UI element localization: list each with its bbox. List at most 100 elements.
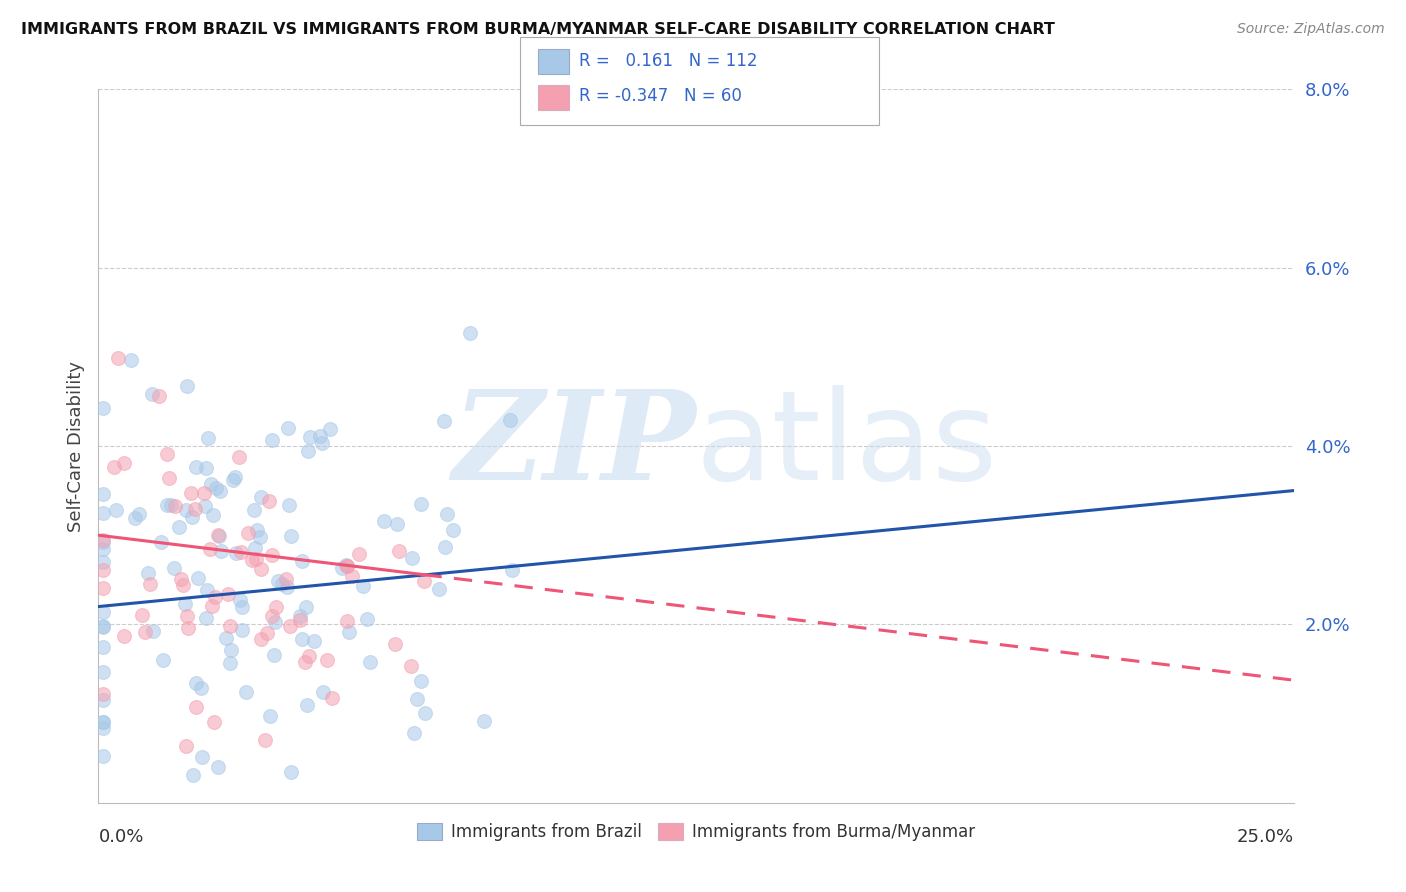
Point [315, 652, 337, 666]
Point [243, 503, 266, 517]
Point [184, 699, 207, 714]
Point [405, 692, 427, 706]
Point [274, 572, 297, 586]
Point [229, 593, 252, 607]
Point [409, 497, 432, 511]
Text: 0.0%: 0.0% [98, 828, 143, 846]
Point [198, 541, 221, 556]
Point [298, 648, 321, 663]
Point [91, 533, 114, 548]
Point [402, 726, 425, 740]
Point [201, 508, 224, 522]
Point [202, 714, 225, 729]
Point [222, 473, 245, 487]
Point [91, 506, 114, 520]
Point [359, 655, 381, 669]
Point [295, 600, 318, 615]
Point [401, 551, 423, 566]
Point [134, 625, 156, 640]
Point [256, 626, 278, 640]
Text: 25.0%: 25.0% [1236, 828, 1294, 846]
Point [336, 614, 359, 628]
Point [245, 551, 267, 566]
Point [297, 443, 319, 458]
Point [208, 529, 231, 543]
Point [264, 600, 287, 615]
Point [157, 471, 180, 485]
Point [229, 545, 252, 559]
Text: R = -0.347   N = 60: R = -0.347 N = 60 [579, 87, 742, 105]
Point [167, 520, 190, 534]
Point [501, 563, 523, 577]
Point [120, 352, 142, 367]
Point [91, 687, 114, 701]
Point [219, 656, 242, 670]
Text: ZIP: ZIP [453, 385, 696, 507]
Point [181, 509, 204, 524]
Point [225, 546, 247, 560]
Point [209, 484, 232, 499]
Point [172, 578, 194, 592]
Point [205, 482, 228, 496]
Point [136, 566, 159, 581]
Point [336, 559, 359, 574]
Point [413, 706, 436, 721]
Point [204, 590, 226, 604]
Point [112, 629, 135, 643]
Point [412, 574, 434, 589]
Point [270, 576, 292, 591]
Point [91, 619, 114, 633]
Point [219, 643, 242, 657]
Point [243, 541, 266, 555]
Point [337, 624, 360, 639]
Point [176, 609, 198, 624]
Point [152, 653, 174, 667]
Point [290, 613, 312, 627]
Point [91, 693, 114, 707]
Point [91, 721, 114, 735]
Point [91, 715, 114, 730]
Point [280, 528, 302, 542]
Legend: Immigrants from Brazil, Immigrants from Burma/Myanmar: Immigrants from Brazil, Immigrants from … [411, 816, 981, 848]
Point [240, 553, 263, 567]
Point [260, 609, 283, 624]
Point [472, 714, 495, 728]
Point [91, 606, 114, 620]
Point [105, 503, 128, 517]
Point [373, 514, 395, 528]
Text: R =   0.161   N = 112: R = 0.161 N = 112 [579, 52, 758, 70]
Point [253, 732, 276, 747]
Point [291, 554, 314, 568]
Point [235, 684, 257, 698]
Point [197, 583, 219, 598]
Point [499, 412, 522, 426]
Point [260, 548, 283, 562]
Point [139, 576, 162, 591]
Text: IMMIGRANTS FROM BRAZIL VS IMMIGRANTS FROM BURMA/MYANMAR SELF-CARE DISABILITY COR: IMMIGRANTS FROM BRAZIL VS IMMIGRANTS FRO… [21, 22, 1054, 37]
Point [384, 637, 406, 651]
Point [249, 490, 271, 504]
Point [176, 621, 198, 635]
Point [200, 477, 222, 491]
Point [207, 528, 229, 542]
Point [250, 562, 273, 576]
Point [197, 431, 219, 445]
Point [128, 507, 150, 521]
Point [184, 675, 207, 690]
Point [411, 673, 433, 688]
Point [427, 582, 450, 596]
Point [302, 634, 325, 648]
Point [249, 530, 271, 544]
Point [260, 433, 283, 447]
Point [150, 534, 173, 549]
Point [194, 610, 217, 624]
Point [385, 517, 408, 532]
Point [176, 379, 198, 393]
Point [238, 525, 260, 540]
Point [433, 414, 456, 428]
Point [112, 456, 135, 470]
Point [215, 631, 238, 645]
Point [278, 618, 301, 632]
Point [207, 760, 229, 774]
Point [91, 541, 114, 556]
